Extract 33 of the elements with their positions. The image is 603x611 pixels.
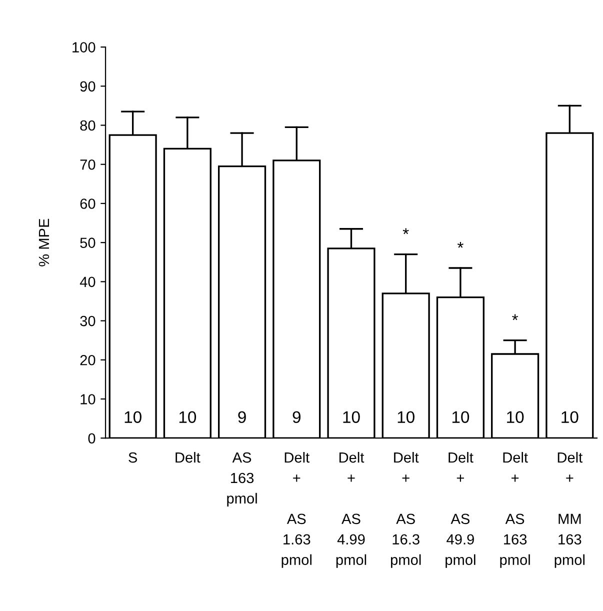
y-tick-label: 20 xyxy=(80,354,96,366)
x-tick-label: AS 163 pmol xyxy=(227,452,257,506)
category-label: Delt + AS 163 pmol xyxy=(500,452,530,568)
annotation: 10 xyxy=(343,411,360,424)
annotation: 10 xyxy=(507,411,524,424)
y-tick-label: 50 xyxy=(80,238,96,248)
annotation: 9 xyxy=(238,411,246,424)
x-tick-label: S xyxy=(128,452,138,463)
annotation: 10 xyxy=(124,411,142,424)
y-tick-label: 60 xyxy=(80,198,96,209)
y-tick-label: 0 xyxy=(88,433,96,444)
annotation: 10 xyxy=(452,411,470,424)
category-label: Delt + AS 1.63 pmol xyxy=(282,452,312,568)
y-tick-label: 10 xyxy=(80,394,96,404)
annotation: 10 xyxy=(398,411,414,424)
annotation: 10 xyxy=(179,411,196,424)
category-label: Delt + AS 16.3 pmol xyxy=(390,452,421,568)
y-tick-label: 100 xyxy=(72,42,96,52)
annotation: * xyxy=(402,228,409,234)
annotation: 10 xyxy=(562,411,578,424)
x-tick-label: Delt xyxy=(176,452,200,463)
category-label: Delt + AS 4.99 pmol xyxy=(336,452,366,568)
annotation: 9 xyxy=(292,411,300,424)
category-label: Delt + MM 163 pmol xyxy=(554,452,584,568)
annotation: * xyxy=(512,314,518,320)
annotation: * xyxy=(457,242,464,248)
y-tick-label: 90 xyxy=(80,81,96,92)
y-tick-label: 30 xyxy=(80,316,96,326)
y-tick-label: 80 xyxy=(80,120,96,131)
y-tick-label: 40 xyxy=(80,276,96,288)
category-label: Delt + AS 49.9 pmol xyxy=(446,452,476,568)
y-axis-title: % MPE xyxy=(38,218,50,266)
y-tick-label: 70 xyxy=(80,159,96,170)
